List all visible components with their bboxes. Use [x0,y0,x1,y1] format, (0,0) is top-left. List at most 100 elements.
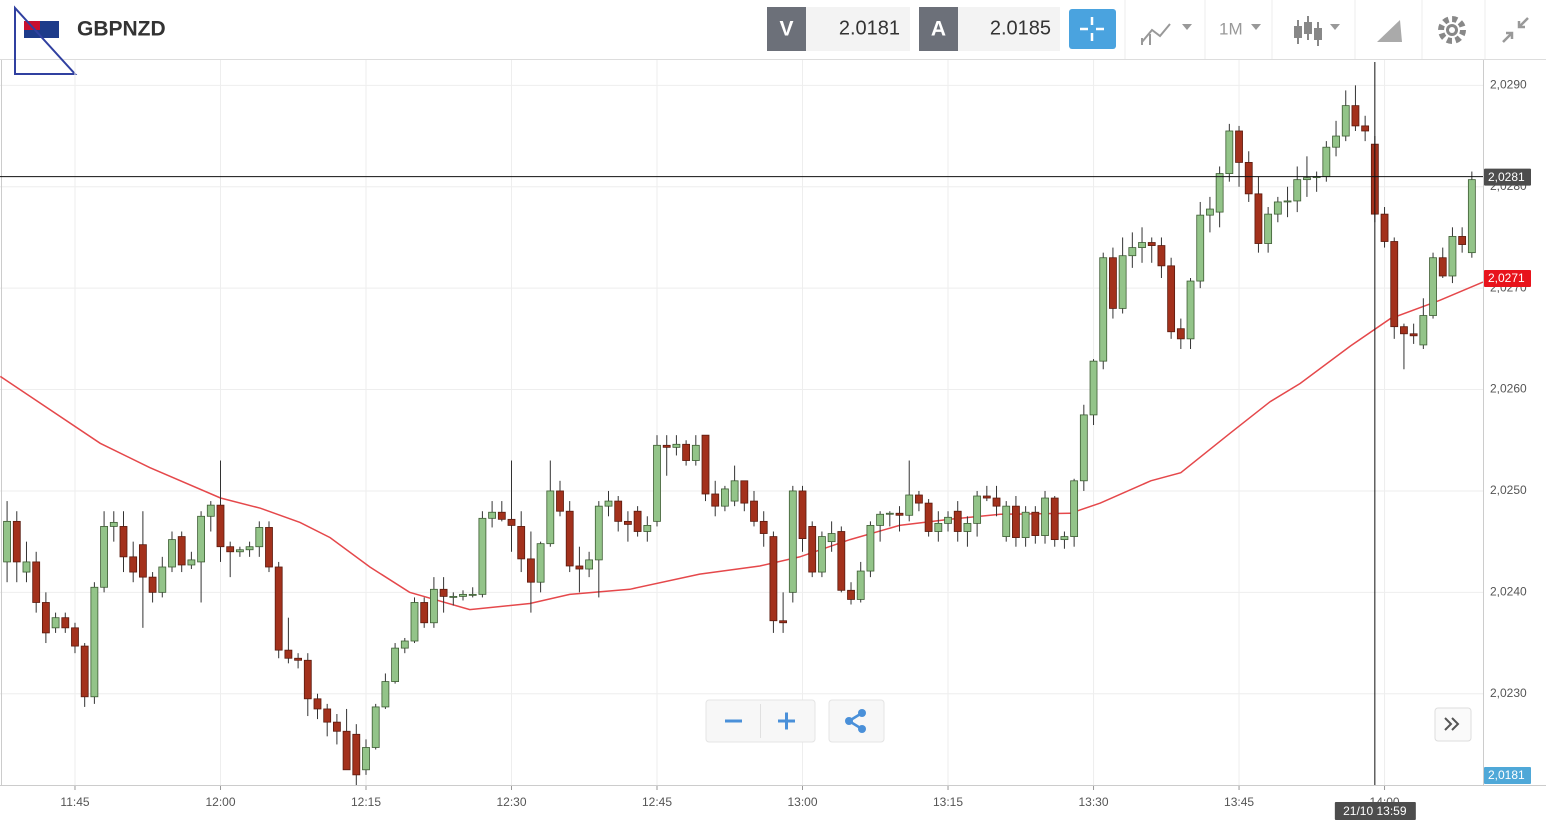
zoom-in[interactable] [778,712,795,730]
candle-body [624,520,632,525]
drawing-triangle [14,5,78,75]
candle-body [362,747,370,771]
buy-label[interactable]: A [931,18,946,41]
candle-icon-body [1304,22,1312,34]
candle-body [1351,105,1360,127]
x-tick-label: 13:15 [933,795,963,809]
candle-body [371,706,380,748]
candle-body [1109,257,1117,309]
candle-body [1138,242,1146,248]
candle-body [197,515,205,563]
candle-body [546,490,555,545]
candle-body [449,595,458,598]
candle-body [876,513,885,526]
settings-icon[interactable] [1438,16,1466,44]
sell-label[interactable]: V [779,18,793,41]
candle-body [924,502,933,532]
plot: 2,02902,02802,02702,02602,02502,02402,02… [0,60,1546,820]
candle-body [759,520,768,534]
x-tick-label: 12:15 [351,795,381,809]
candle-body [1332,135,1340,148]
candle-body [488,511,497,519]
candle-body [32,561,41,603]
candle-body [400,640,409,649]
candle-body [701,434,710,495]
candle-body [352,733,361,776]
candle-body [148,576,157,593]
candle-body [944,516,952,524]
y-tick-label: 2,0230 [1490,686,1527,700]
candle-body [750,500,758,522]
toolbar-separator [1124,0,1486,59]
candle-body [468,593,477,596]
candle-body [643,525,652,532]
candle-body [691,444,700,461]
candle-body [711,493,720,507]
candle-body [187,559,196,566]
candle-body [1050,497,1059,541]
candle-body [255,527,264,548]
collapse-icon[interactable] [1502,17,1529,43]
share-dot [858,725,866,733]
candle-body [585,559,594,570]
candle-body [1293,179,1302,202]
candle-body [129,556,138,573]
timeframe[interactable]: 1M [1219,19,1243,38]
candle-body [808,526,817,573]
candle-body [1128,247,1137,257]
candle-body [1273,201,1282,215]
candle-body [827,533,836,543]
candle-body [1186,280,1195,340]
ma-tag-label: 2,0271 [1488,271,1525,285]
candle-body [391,647,399,682]
share-dot [845,717,853,725]
chart-type-icon[interactable] [1141,23,1171,45]
candle-icon-body [1314,28,1322,40]
candle-body [614,500,623,522]
crosshair-price-tag-label: 2,0281 [1488,170,1525,184]
crosshair-button[interactable] [1069,9,1116,49]
scroll-end-button[interactable] [1434,707,1472,742]
candle-body [323,708,332,723]
candle-body [798,490,807,540]
candle-body [1206,208,1214,216]
candle-body [1438,257,1447,277]
candle-body [953,510,962,532]
candle-body [934,522,943,532]
buy-field [958,7,1060,51]
candle-body [138,544,147,578]
bid-tag-label: 2,0181 [1488,768,1525,782]
candle-body [847,589,855,600]
candle-body [1118,255,1127,309]
candle-body [206,504,215,517]
candle-body [177,536,186,566]
buy-button[interactable] [919,7,958,51]
candle-body [1264,213,1273,244]
sell-field [806,7,910,51]
candle-body [1176,328,1185,340]
candle-body [1409,333,1418,337]
share-dot [858,709,866,717]
share-button[interactable] [828,699,885,743]
x-tick-label: 13:00 [788,795,818,809]
candle-body [1341,105,1350,137]
candle-body [1167,265,1176,333]
sell-button[interactable] [767,7,806,51]
candle-body [61,617,70,629]
controls [705,699,1472,743]
candle-body [527,558,535,583]
candle-body [856,570,865,600]
candle-body [1419,315,1428,346]
candle-body [973,495,982,524]
drawing-icon[interactable] [1377,20,1402,42]
buy-price: 2.0185 [990,17,1051,39]
candle-body [1467,179,1476,254]
toolbar: GBPNZD V 2.0181 A 2.0185 1M [0,0,1546,75]
candle-body [1283,200,1292,203]
candle-body [633,510,642,532]
candle-body [1147,242,1156,246]
candle-body [41,602,50,634]
candle-icon-body [1294,26,1302,38]
candle-body [12,520,21,563]
sell-price: 2.0181 [839,17,900,39]
